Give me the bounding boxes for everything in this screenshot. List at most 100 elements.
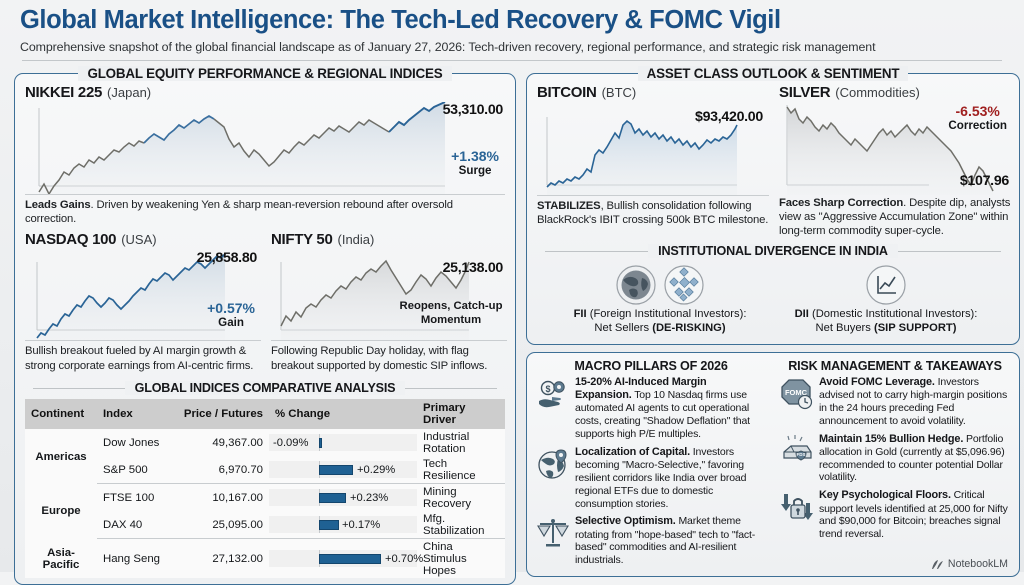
silver-region: (Commodities): [835, 84, 920, 100]
equity-performance-panel: GLOBAL EQUITY PERFORMANCE & REGIONAL IND…: [14, 65, 516, 585]
nifty-note-divider: [271, 340, 507, 342]
cell-price: 10,167.00: [173, 483, 269, 512]
infographic-root: Global Market Intelligence: The Tech-Led…: [14, 0, 1020, 585]
bitcoin-header: BITCOIN (BTC): [537, 84, 769, 101]
macro-pillars-title: MACRO PILLARS OF 2026: [574, 358, 728, 373]
change-bar: [319, 464, 353, 475]
table-row: Europe FTSE 100 10,167.00 +0.23% Mining …: [25, 483, 505, 539]
fii-line1: FII (Foreign Institutional Investors):: [573, 307, 747, 320]
risk-item: FDS Maintain 15% Bullion Hedge. Portfoli…: [780, 433, 1010, 485]
change-bar: [319, 519, 339, 530]
gold-bullion-shield-icon: FDS: [780, 433, 814, 485]
cell-index: Hang Seng: [97, 538, 173, 579]
silver-pct-label: Correction: [948, 118, 1007, 132]
change-bar: [319, 553, 381, 564]
pillar-text: Localization of Capital. Investors becom…: [575, 445, 747, 510]
cell-price: 27,132.00: [173, 538, 269, 579]
notebooklm-icon: [931, 560, 943, 569]
silver-change-badge: -6.53% Correction: [948, 103, 1007, 132]
svg-text:$: $: [545, 384, 550, 394]
dii-text: DII (Domestic Institutional Investors): …: [773, 307, 999, 335]
bitcoin-note: STABILIZES, Bullish consolidation follow…: [537, 199, 769, 226]
risk-text: Key Psychological Floors. Critical suppo…: [819, 489, 1008, 541]
change-label: +0.17%: [342, 518, 381, 531]
page-header: Global Market Intelligence: The Tech-Led…: [14, 0, 1010, 65]
bitcoin-name: BITCOIN: [537, 83, 597, 101]
table-body: Americas Dow Jones 49,367.00 -0.09% Indu…: [25, 429, 505, 579]
pillar-item: Selective Optimism. Market theme rotatin…: [536, 515, 766, 567]
bitcoin-block: BITCOIN (BTC): [537, 84, 769, 239]
silver-name: SILVER: [779, 83, 831, 101]
nikkei-note: Leads Gains. Driven by weakening Yen & s…: [25, 198, 453, 225]
nifty-header: NIFTY 50 (India): [271, 231, 507, 248]
nasdaq-sparkline: 25,858.80 +0.57% Gain: [25, 248, 261, 341]
cell-index: FTSE 100: [97, 483, 173, 512]
nifty-chart-svg: [280, 260, 470, 341]
pillar-item: Localization of Capital. Investors becom…: [536, 446, 766, 510]
nifty-value: 25,138.00: [442, 260, 504, 277]
nifty-sparkline: 25,138.00 Reopens, Catch-up Momentum: [271, 248, 507, 341]
nikkei-region: (Japan): [107, 84, 152, 100]
silver-block: SILVER (Commodities): [779, 84, 1011, 239]
macro-pillars-column: MACRO PILLARS OF 2026 $: [529, 355, 773, 572]
nasdaq-note: Bullish breakout fueled by AI margin gro…: [25, 345, 254, 372]
cell-continent: Europe: [25, 483, 97, 539]
fii-line2: Net Sellers (DE-RISKING): [594, 321, 726, 334]
th-driver: Primary Driver: [417, 399, 505, 430]
nikkei-pct-label: Surge: [458, 163, 492, 177]
change-bar-container: -0.09%: [269, 434, 417, 452]
table-row: DAX 40 25,095.00 +0.17% Mfg. Stabilizati…: [25, 511, 505, 540]
dual-charts-row: NASDAQ 100 (USA): [25, 231, 507, 373]
nikkei-header: NIKKEI 225 (Japan): [25, 84, 505, 101]
table-row: Asia-Pacific Hang Seng 27,132.00 +0.70% …: [25, 538, 505, 579]
change-bar-container: +0.23%: [269, 489, 417, 507]
header-divider: [22, 59, 1002, 61]
nifty-note: Following Republic Day holiday, with fla…: [271, 345, 488, 372]
nasdaq-name: NASDAQ 100: [25, 231, 117, 249]
content-columns: GLOBAL EQUITY PERFORMANCE & REGIONAL IND…: [14, 65, 1020, 585]
change-label: +0.29%: [357, 463, 396, 476]
dii-icons: [773, 264, 999, 306]
right-column: ASSET CLASS OUTLOOK & SENTIMENT BITCOIN …: [526, 65, 1020, 585]
asset-charts-row: BITCOIN (BTC): [537, 84, 1011, 239]
hand-money-gear-icon: $: [536, 376, 570, 441]
change-bar-container: +0.17%: [269, 516, 417, 534]
pillar-text: Selective Optimism. Market theme rotatin…: [575, 515, 756, 567]
nifty-annotation: Reopens, Catch-up Momentum: [399, 300, 503, 326]
table-section-title: GLOBAL INDICES COMPARATIVE ANALYSIS: [25, 379, 505, 397]
svg-text:FDS: FDS: [797, 452, 806, 457]
change-label: -0.09%: [273, 436, 309, 449]
cell-change: +0.70%: [269, 538, 423, 579]
watermark: NotebookLM: [931, 558, 1008, 570]
risk-title: RISK MANAGEMENT & TAKEAWAYS: [788, 358, 1002, 373]
th-index: Index: [97, 399, 173, 430]
indices-comparative-table: Continent Index Price / Futures % Change…: [25, 399, 505, 579]
th-price: Price / Futures: [173, 399, 269, 430]
institutional-divergence: FII (Foreign Institutional Investors): N…: [537, 262, 1009, 339]
risk-item: FOMC Avoid FOMC Leverage. Investors advi…: [780, 376, 1010, 428]
cell-continent: Americas: [25, 429, 97, 484]
nasdaq-value: 25,858.80: [196, 250, 258, 267]
cell-price: 25,095.00: [173, 511, 269, 540]
nasdaq-chart-svg: [36, 253, 226, 341]
nasdaq-block: NASDAQ 100 (USA): [25, 231, 261, 373]
table-row: S&P 500 6,970.70 +0.29% Tech Resilience: [25, 456, 505, 485]
equity-panel-title: GLOBAL EQUITY PERFORMANCE & REGIONAL IND…: [15, 65, 515, 83]
cell-driver: Mining Recovery: [417, 483, 505, 512]
cell-driver: Industrial Rotation: [417, 429, 505, 457]
bitcoin-note-divider: [537, 194, 769, 196]
globe-icon: [616, 265, 656, 305]
table-header-row: Continent Index Price / Futures % Change…: [25, 399, 505, 430]
cell-change: +0.29%: [269, 456, 417, 485]
nasdaq-header: NASDAQ 100 (USA): [25, 231, 261, 248]
nikkei-pct: +1.38%: [451, 147, 499, 164]
cell-index: DAX 40: [97, 511, 173, 540]
nasdaq-note-divider: [25, 340, 261, 342]
lock-down-arrows-icon: [780, 489, 814, 541]
bitcoin-region: (BTC): [601, 84, 637, 100]
pillar-item: $ 15-20% AI-Induced Margin Expansion. To…: [536, 376, 766, 441]
change-bar-container: +0.29%: [269, 461, 417, 479]
nasdaq-change-badge: +0.57% Gain: [207, 300, 255, 329]
change-label: +0.23%: [350, 491, 389, 504]
risk-management-column: RISK MANAGEMENT & TAKEAWAYS FOMC Avoid: [773, 355, 1017, 572]
